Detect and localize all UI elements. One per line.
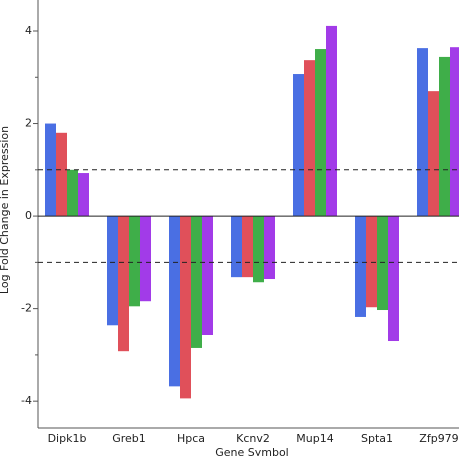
bar (129, 216, 140, 307)
x-tick-label: Spta1 (361, 432, 393, 445)
bar (253, 216, 264, 283)
bar (304, 60, 315, 217)
bar (180, 216, 191, 399)
bar (326, 25, 337, 217)
bar (377, 216, 388, 311)
bar (293, 74, 304, 217)
bar (355, 216, 366, 317)
bar (118, 216, 129, 352)
bar (417, 48, 428, 217)
bar (78, 173, 89, 217)
bar (315, 49, 326, 217)
bar (450, 47, 459, 217)
bar (56, 132, 67, 217)
y-tick-label: -2 (21, 302, 32, 315)
bar (242, 216, 253, 278)
x-tick-label: Zfp979 (419, 432, 458, 445)
y-tick-label: 4 (25, 24, 32, 37)
bar (140, 216, 151, 302)
y-tick-label: 0 (25, 209, 32, 222)
y-tick-label: -4 (21, 394, 32, 407)
y-tick-label: 2 (25, 117, 32, 130)
bar (202, 216, 213, 335)
bar (169, 216, 180, 387)
bar (428, 91, 439, 217)
x-tick-label: Kcnv2 (236, 432, 270, 445)
x-tick-label: Mup14 (296, 432, 333, 445)
bar (107, 216, 118, 326)
bar (67, 169, 78, 217)
x-tick-label: Dipk1b (48, 432, 87, 445)
bar (439, 56, 450, 217)
bar (366, 216, 377, 308)
x-tick-label: Hpca (177, 432, 205, 445)
bar (191, 216, 202, 348)
bar (264, 216, 275, 280)
x-axis-label: Gene Symbol (215, 446, 289, 456)
bar (231, 216, 242, 278)
y-axis-label: Log Fold Change in Expression (0, 126, 11, 294)
x-tick-label: Greb1 (112, 432, 146, 445)
bar (388, 216, 399, 342)
